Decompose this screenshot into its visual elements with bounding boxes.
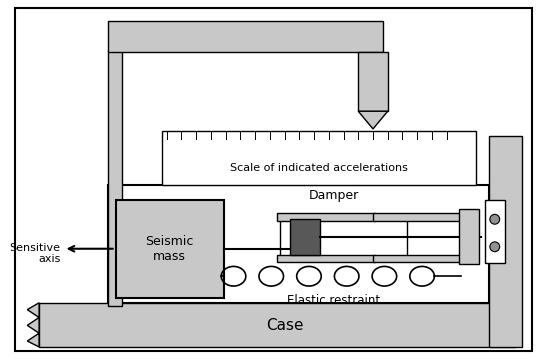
Bar [277, 213, 375, 221]
Bar [358, 52, 388, 111]
Circle shape [490, 214, 500, 224]
Text: Seismic
mass: Seismic mass [146, 235, 194, 263]
Bar [373, 255, 461, 262]
Bar [108, 50, 121, 306]
Bar [115, 200, 224, 298]
Text: Elastic restraint: Elastic restraint [287, 294, 380, 307]
Bar [162, 131, 476, 185]
Bar [485, 200, 505, 264]
Bar [291, 219, 320, 255]
Bar [108, 21, 383, 52]
Text: Scale of indicated accelerations: Scale of indicated accelerations [230, 163, 408, 173]
Bar [39, 303, 516, 347]
Bar [277, 255, 375, 262]
Circle shape [490, 242, 500, 252]
Bar [373, 213, 461, 221]
Text: Damper: Damper [309, 188, 359, 202]
Text: Case: Case [266, 318, 303, 333]
Bar [460, 209, 479, 265]
Bar [489, 136, 523, 347]
Text: Sensitive
axis: Sensitive axis [10, 243, 61, 265]
Polygon shape [358, 111, 388, 129]
Bar [108, 185, 489, 303]
Polygon shape [27, 303, 39, 347]
Bar [280, 217, 408, 257]
